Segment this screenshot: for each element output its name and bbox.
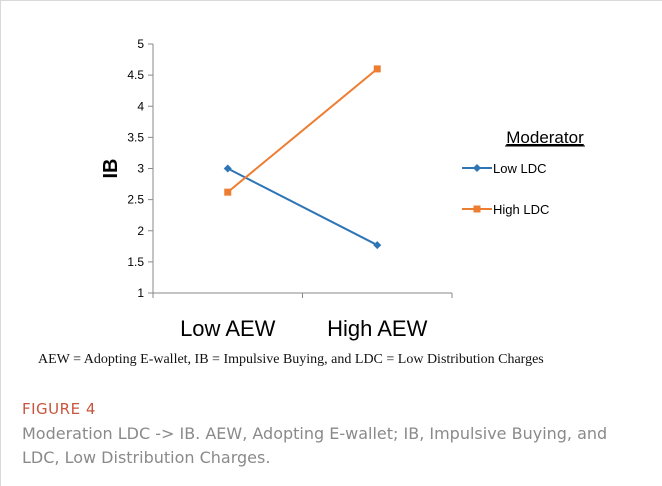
abbreviation-note: AEW = Adopting E-wallet, IB = Impulsive …: [38, 352, 544, 367]
y-axis-title: IB: [100, 159, 122, 179]
legend-marker: [473, 164, 481, 172]
data-point: [223, 164, 232, 173]
y-tick-label: 5: [137, 37, 144, 51]
y-tick-label: 2.5: [127, 193, 144, 207]
data-point: [373, 241, 382, 250]
y-tick-label: 3.5: [127, 130, 144, 144]
data-point: [224, 188, 232, 196]
x-category-label: Low AEW: [180, 316, 276, 341]
data-point: [373, 65, 381, 73]
y-tick-label: 1.5: [127, 255, 144, 269]
legend-marker: [473, 205, 481, 213]
figure-label: FIGURE 4: [22, 400, 96, 418]
x-category-label: High AEW: [327, 316, 427, 341]
frame-top-border: [0, 0, 662, 1]
y-tick-label: 4.5: [127, 68, 144, 82]
y-tick-label: 3: [137, 162, 144, 176]
figure-caption: Moderation LDC -> IB. AEW, Adopting E-wa…: [22, 424, 608, 467]
legend-title: Moderator: [506, 128, 584, 147]
frame-left-border: [0, 0, 1, 486]
series-line-1: [227, 167, 378, 246]
moderation-chart: 1 1.5 2 2.5 3 3.5 4 4.5 5 Low AEW High AEW IB Modera…: [100, 37, 585, 341]
y-tick-label: 1: [137, 286, 144, 300]
y-tick-label: 4: [137, 99, 144, 113]
legend-label: High LDC: [493, 202, 549, 217]
series-line-2: [227, 68, 378, 193]
legend-label: Low LDC: [493, 161, 546, 176]
y-tick-label: 2: [137, 224, 144, 238]
